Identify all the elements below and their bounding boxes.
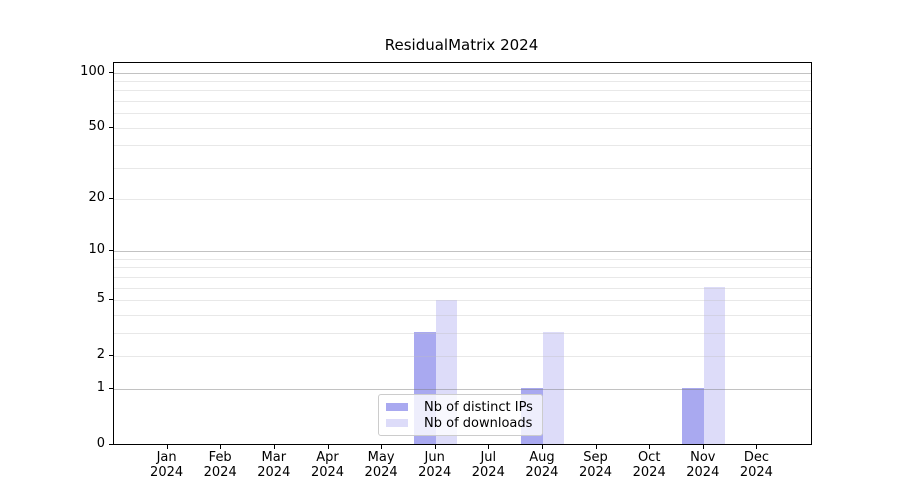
x-tick-mark — [595, 445, 597, 449]
gridline-minor — [114, 199, 811, 201]
x-tick-mark — [166, 445, 168, 449]
x-tick-mark — [488, 445, 490, 449]
y-tick-mark — [109, 126, 113, 128]
y-tick-label: 1 — [96, 379, 105, 395]
gridline-major — [114, 72, 811, 74]
y-tick-mark — [109, 250, 113, 252]
gridline-minor — [114, 267, 811, 269]
x-tick-mark — [434, 445, 436, 449]
legend-swatch-downloads-icon — [386, 419, 408, 427]
gridline-minor — [114, 145, 811, 147]
y-tick-label: 100 — [80, 63, 105, 79]
x-tick-label: Mar 2024 — [257, 450, 291, 480]
chart-title: ResidualMatrix 2024 — [384, 36, 539, 54]
gridline-minor — [114, 81, 811, 82]
y-tick-mark — [109, 443, 113, 445]
legend: Nb of distinct IPs Nb of downloads — [378, 394, 543, 436]
x-tick-mark — [220, 445, 222, 449]
legend-item-downloads: Nb of downloads — [386, 415, 535, 431]
x-tick-mark — [702, 445, 704, 449]
x-tick-label: Nov 2024 — [686, 450, 720, 480]
x-tick-label: Aug 2024 — [525, 450, 559, 480]
gridline-minor — [114, 90, 811, 92]
gridline-minor — [114, 258, 811, 260]
y-tick-label: 20 — [88, 190, 105, 206]
x-tick-label: Apr 2024 — [310, 450, 345, 480]
legend-item-distinct-ips: Nb of distinct IPs — [386, 399, 535, 415]
x-tick-mark — [541, 445, 543, 449]
legend-label-downloads: Nb of downloads — [424, 415, 533, 431]
gridline-minor — [114, 276, 811, 278]
x-tick-label: Jan 2024 — [150, 450, 184, 480]
x-tick-label: Feb 2024 — [203, 450, 237, 480]
x-tick-mark — [381, 445, 383, 449]
y-tick-mark — [109, 198, 113, 200]
y-tick-label: 5 — [96, 291, 105, 307]
y-tick-mark — [109, 299, 113, 301]
plot-area — [113, 62, 812, 445]
gridline-minor — [114, 113, 811, 115]
x-tick-label: Jul 2024 — [471, 450, 505, 480]
legend-label-distinct-ips: Nb of distinct IPs — [424, 399, 533, 415]
y-tick-label: 2 — [96, 347, 105, 362]
x-tick-label: Oct 2024 — [632, 450, 666, 480]
x-tick-label: May 2024 — [364, 450, 398, 480]
gridline-minor — [114, 167, 811, 169]
x-tick-mark — [327, 445, 329, 449]
y-tick-mark — [109, 355, 113, 356]
legend-swatch-distinct-ips-icon — [386, 403, 408, 411]
bar-downloads — [542, 332, 565, 444]
x-tick-label: Jun 2024 — [418, 450, 452, 480]
gridline-major — [114, 251, 811, 253]
gridline-minor — [114, 127, 811, 129]
bar-distinct-ips — [682, 388, 704, 444]
bar-downloads — [703, 287, 726, 444]
x-tick-mark — [756, 445, 758, 449]
y-tick-label: 10 — [88, 242, 105, 258]
y-tick-label: 0 — [96, 435, 105, 451]
x-tick-mark — [649, 445, 651, 449]
x-tick-mark — [273, 445, 275, 449]
y-tick-mark — [109, 387, 113, 389]
y-tick-mark — [109, 71, 113, 73]
x-tick-label: Sep 2024 — [578, 450, 613, 480]
gridline-minor — [114, 101, 811, 102]
x-tick-label: Dec 2024 — [739, 450, 773, 480]
y-tick-label: 50 — [88, 118, 105, 134]
